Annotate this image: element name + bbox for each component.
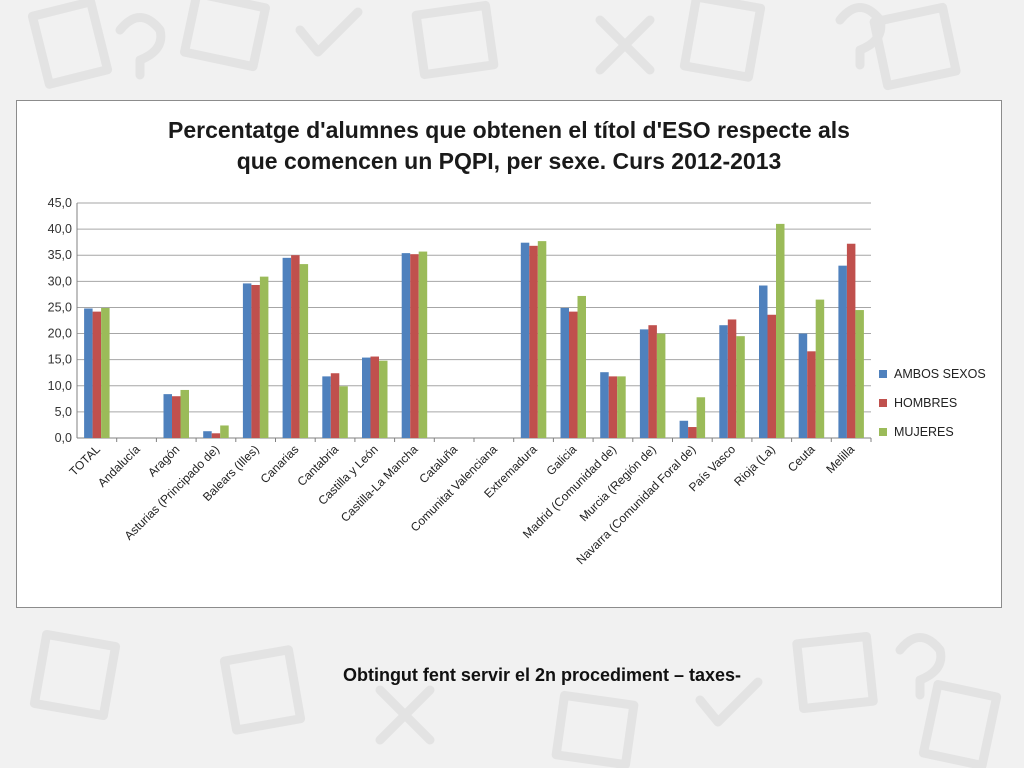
bar [798,333,808,438]
bar [520,242,530,438]
bar [92,311,102,438]
plot-area: 0,0 5,0 10,0 15,0 20,0 25,0 30,0 35,0 40,0 45,0 TO… [48,196,872,567]
legend-swatch-mujeres [879,427,887,436]
y-tick-label: 25,0 [48,300,72,314]
bar [84,308,93,438]
chart-legend: AMBOS SEXOS HOMBRES MUJERES [879,359,986,446]
bar [299,264,309,438]
legend-item-hombres: HOMBRES [879,388,986,417]
y-tick-label: 20,0 [48,327,72,341]
y-tick-label: 40,0 [48,222,72,236]
bar [211,433,221,438]
y-tick-label: 35,0 [48,248,72,262]
chart-title-line-1: Percentatge d'alumnes que obtenen el tít… [168,117,850,143]
bar [418,251,428,438]
bar [577,295,586,438]
bar [617,376,626,438]
bar [679,420,689,438]
bar [776,223,785,438]
bar [330,373,340,438]
legend-item-mujeres: MUJERES [879,417,986,446]
chart-title-line-2: que comencen un PQPI, per sexe. Curs 201… [236,148,782,174]
bar [251,284,260,438]
legend-label-hombres: HOMBRES [894,395,958,410]
bar [727,319,737,438]
category-label: Rioja (La) [731,442,778,489]
legend-swatch-hombres [879,398,887,407]
y-tick-label: 5,0 [55,405,72,419]
bar [639,329,649,438]
category-label: Andalucía [95,442,143,490]
category-label: Aragón [145,442,182,479]
bar [767,314,776,438]
chart-panel: 0,0 5,0 10,0 15,0 20,0 25,0 30,0 35,0 40,0 45,0 TO… [16,100,1002,608]
category-label: TOTAL [67,442,104,479]
bar [838,265,847,438]
bar [696,397,706,438]
category-label: Melilla [823,442,857,476]
bar [855,310,864,438]
bar [759,285,768,438]
bar [322,376,331,438]
category-label: Castilla-La Mancha [338,442,421,525]
bar [537,241,547,438]
legend-label-mujeres: MUJERES [894,424,954,439]
bar [220,425,229,438]
bar [529,245,538,438]
bar [600,372,609,438]
bar [370,356,379,438]
bar [648,325,657,438]
bar [259,276,269,438]
footnote: Obtingut fent servir el 2n procediment –… [342,665,742,685]
legend-item-ambos-sexos: AMBOS SEXOS [879,359,986,388]
bar [242,283,252,438]
bar [410,254,419,438]
bar [379,360,388,438]
bar [291,255,300,438]
bar [101,307,110,438]
bar [180,389,189,438]
bar [688,427,697,438]
bar [736,336,745,438]
bar [163,394,172,438]
legend-label-ambos-sexos: AMBOS SEXOS [894,366,986,381]
bar [656,333,666,438]
bar [815,299,825,438]
category-label: Galicia [544,442,580,478]
bar [608,376,618,438]
bar [807,351,816,438]
bar [569,311,578,438]
y-tick-label: 0,0 [55,431,72,445]
bar [401,253,411,438]
bar [719,325,728,438]
bar [172,396,181,438]
bar [560,307,569,438]
bar [339,386,348,438]
y-tick-label: 45,0 [48,196,72,210]
chart-title: Percentatge d'alumnes que obtenen el tít… [17,115,1001,177]
bar [282,257,292,438]
category-label: Ceuta [785,442,818,475]
y-tick-label: 10,0 [48,379,72,393]
y-tick-label: 30,0 [48,274,72,288]
bar [362,357,371,438]
bar [203,431,212,438]
legend-swatch-ambos-sexos [879,369,887,378]
y-tick-label: 15,0 [48,353,72,367]
bar [846,243,856,438]
